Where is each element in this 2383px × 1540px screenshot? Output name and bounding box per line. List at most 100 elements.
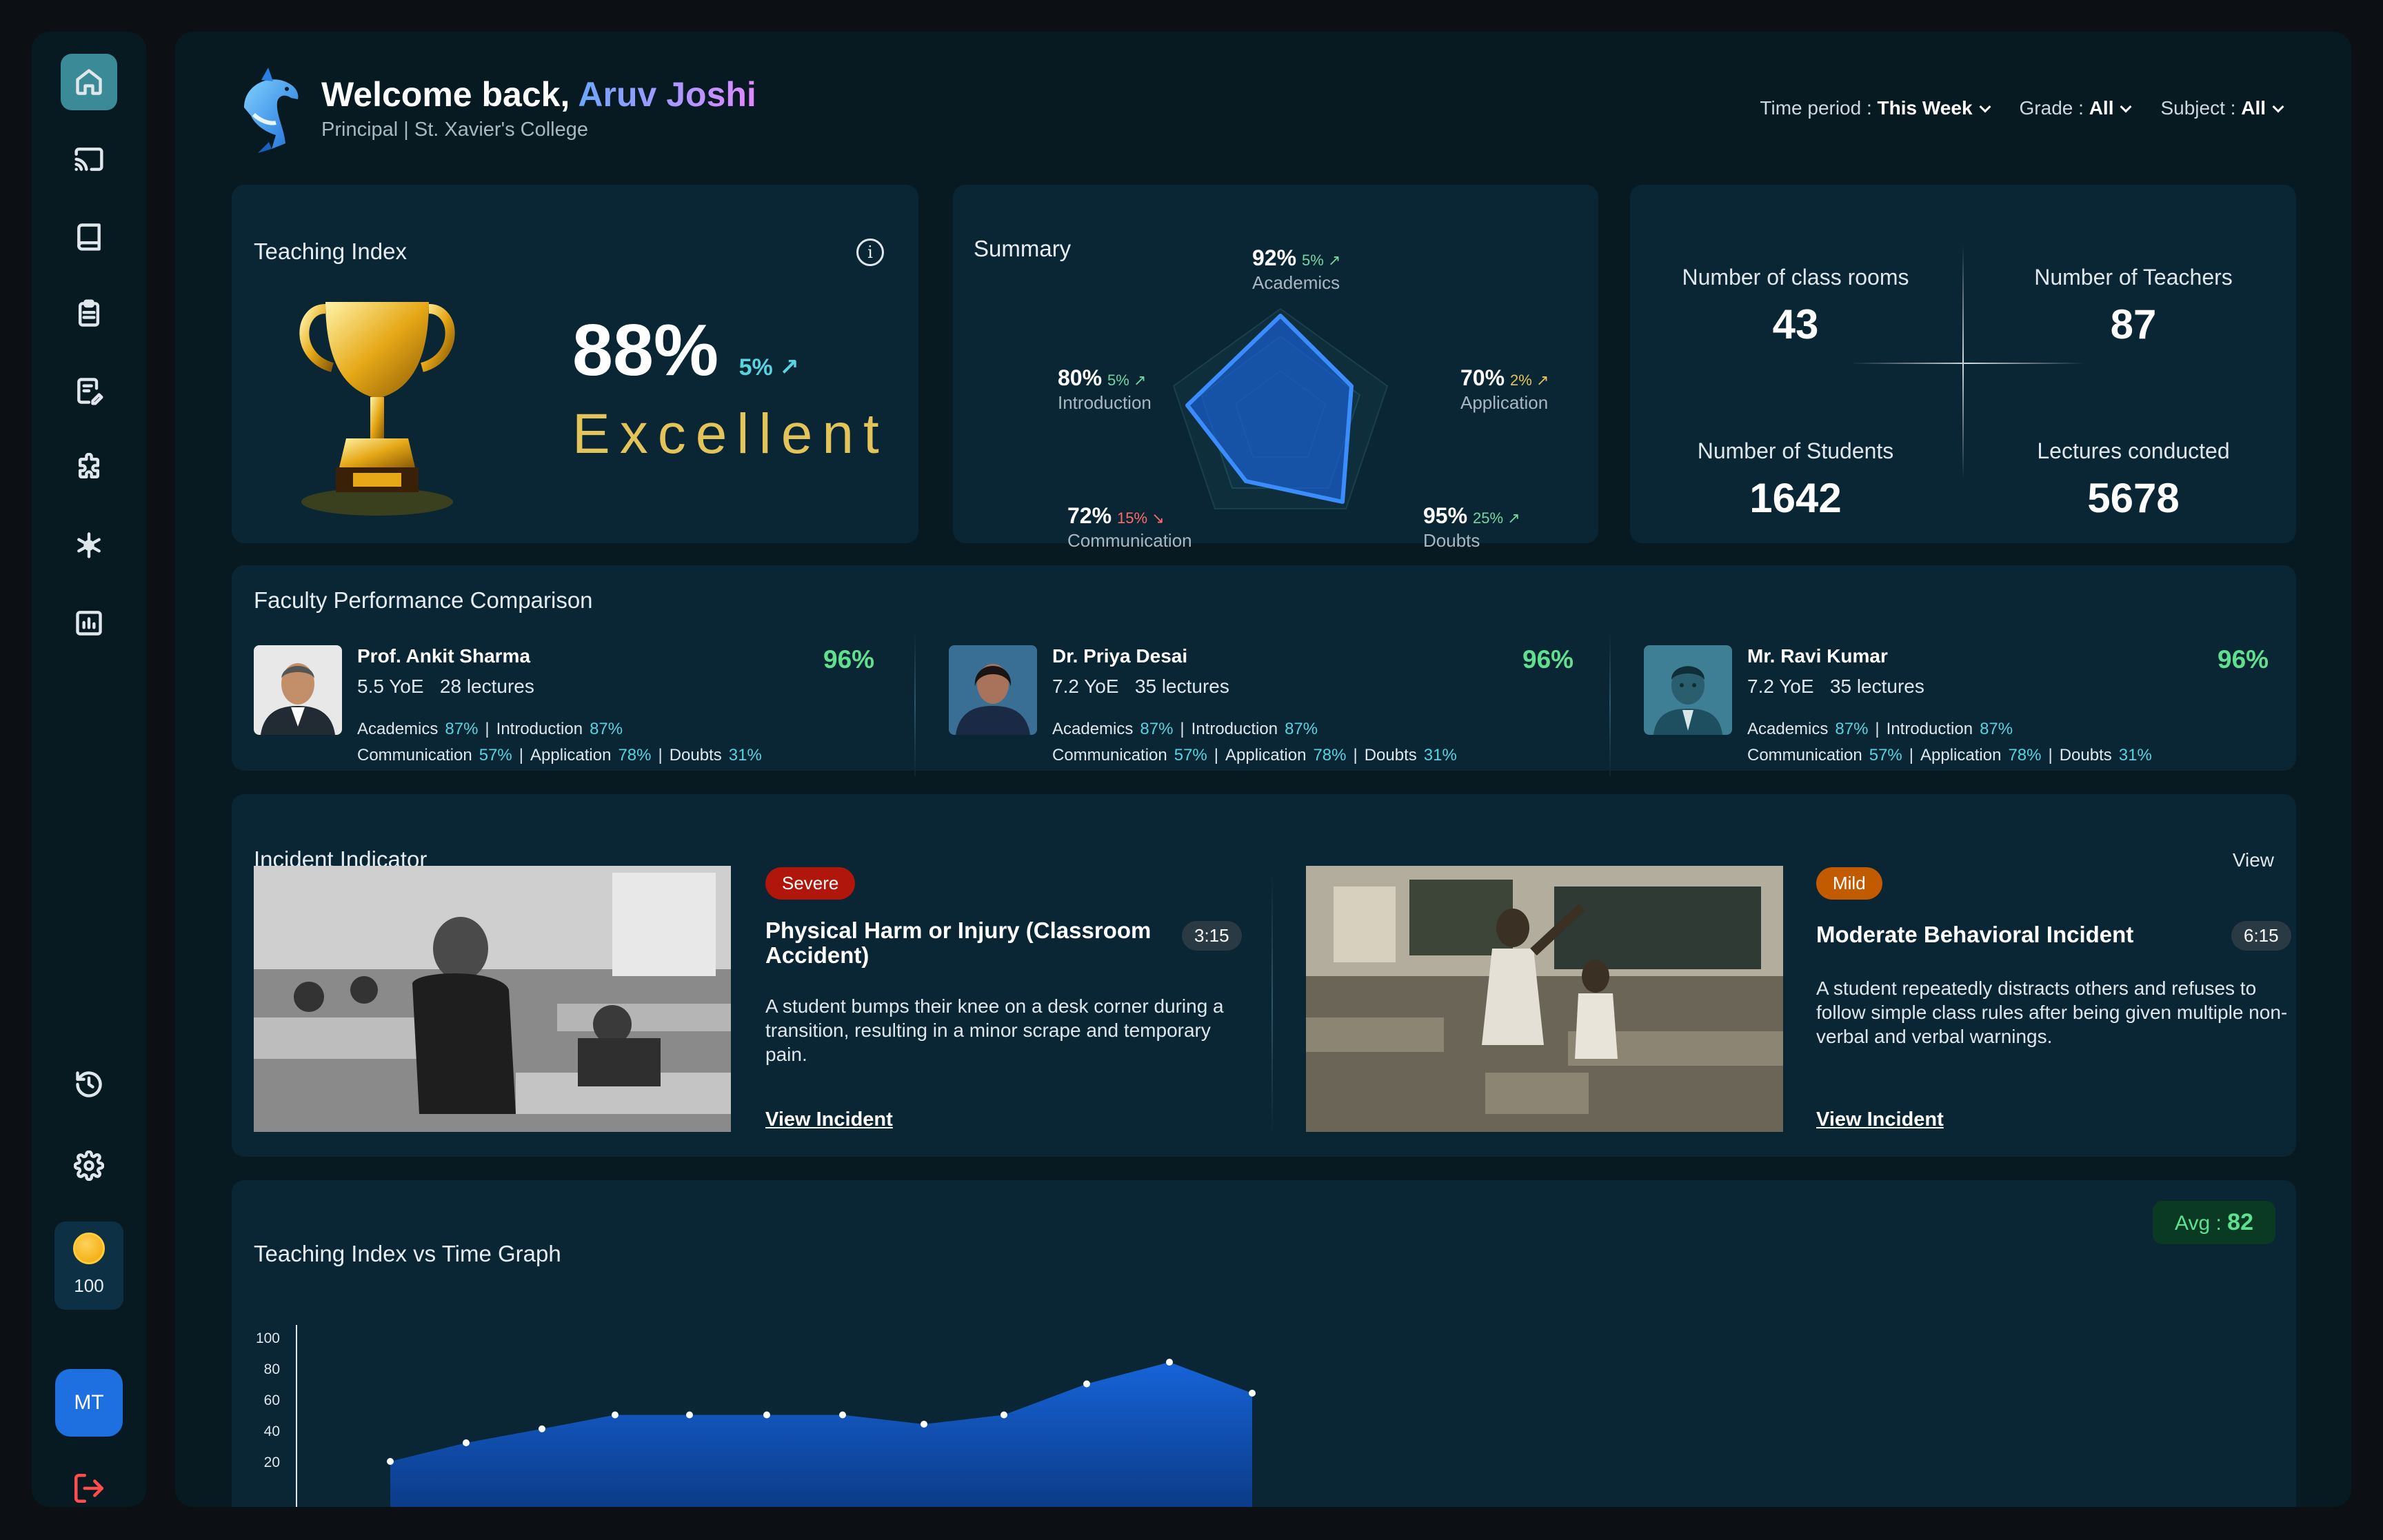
- filter-subject[interactable]: Subject : All: [2160, 97, 2284, 119]
- data-point[interactable]: [686, 1411, 693, 1419]
- faculty-stats-row-2: Communication 57% | Application 78% | Doubts 31…: [1052, 746, 1457, 764]
- asterisk-icon: [77, 532, 101, 558]
- filter-label: Subject :: [2160, 97, 2236, 119]
- home-icon: [76, 69, 102, 95]
- metric-delta: 5% ↗: [1107, 372, 1147, 389]
- filter-bar: Time period : This Week Grade : All Subj…: [1760, 97, 2284, 119]
- divider: [914, 631, 916, 776]
- stat-label: Lectures conducted: [2037, 438, 2230, 463]
- user-avatar[interactable]: MT: [55, 1369, 123, 1437]
- faculty-stats-row-1: Academics 87% | Introduction 87%: [357, 720, 623, 738]
- stat-value: 57%: [1174, 746, 1207, 764]
- faculty-item[interactable]: Mr. Ravi Kumar 7.2 YoE 35 lectures Acade…: [1644, 645, 2269, 769]
- metric-name: Doubts: [1423, 530, 1480, 551]
- data-point[interactable]: [839, 1411, 846, 1419]
- metric-name: Academics: [1252, 272, 1340, 293]
- view-incident-link[interactable]: View Incident: [1816, 1108, 1944, 1131]
- data-point[interactable]: [1166, 1359, 1173, 1366]
- stats-divider-horizontal: [1851, 363, 2085, 364]
- severity-badge: Mild: [1816, 867, 1882, 900]
- logout-icon[interactable]: [72, 1471, 106, 1506]
- exam-icon: [77, 378, 103, 405]
- filter-value: All: [2241, 97, 2266, 119]
- y-tick-label: 80: [264, 1361, 280, 1377]
- data-point[interactable]: [463, 1439, 470, 1446]
- faculty-stats-row-2: Communication 57% | Application 78% | Doubts 31…: [1747, 746, 2152, 764]
- metric-delta: 5% ↗: [1302, 252, 1341, 269]
- nav-home[interactable]: [61, 54, 117, 110]
- nav-ai[interactable]: [61, 517, 117, 574]
- teaching-index-value: 88% 5% ↗: [572, 309, 799, 392]
- filter-label: Grade :: [2019, 97, 2084, 119]
- nav-puzzle[interactable]: [61, 440, 117, 496]
- avatar-initials: MT: [74, 1391, 104, 1414]
- faculty-item[interactable]: Prof. Ankit Sharma 5.5 YoE 28 lectures A…: [254, 645, 874, 769]
- incident-image[interactable]: [254, 866, 731, 1132]
- change-value: 5%: [738, 354, 773, 381]
- stat-value: 87%: [1285, 720, 1318, 738]
- data-point[interactable]: [1249, 1390, 1256, 1397]
- nav-exam[interactable]: [61, 363, 117, 419]
- stat-value: 78%: [618, 746, 652, 764]
- incident-image[interactable]: [1306, 866, 1783, 1132]
- data-point[interactable]: [539, 1425, 545, 1432]
- stat-label: Number of Teachers: [2034, 265, 2233, 290]
- view-all-link[interactable]: View: [2232, 849, 2274, 871]
- chevron-down-icon: [1979, 101, 1991, 113]
- welcome-prefix: Welcome back,: [321, 75, 570, 114]
- filter-label: Time period :: [1760, 97, 1872, 119]
- nav-history[interactable]: [61, 1056, 117, 1113]
- metric-name: Introduction: [1058, 392, 1152, 413]
- stat-label: Doubts: [2059, 746, 2112, 764]
- cast-icon: [74, 148, 103, 171]
- stat-label: Introduction: [1886, 720, 1973, 738]
- nav-cast[interactable]: [61, 131, 117, 188]
- teaching-index-rating: Excellent: [572, 403, 889, 465]
- filter-value: All: [2089, 97, 2114, 119]
- stat-label: Application: [1920, 746, 2002, 764]
- nav-clipboard[interactable]: [61, 285, 117, 342]
- card-title: Summary: [974, 236, 1072, 261]
- metric-communication: 72% 15% ↘ Communication: [1067, 503, 1192, 551]
- average-badge: Avg : 82: [2153, 1201, 2275, 1244]
- stats-card: Number of class rooms 43 Number of Teach…: [1630, 185, 2296, 543]
- incident-duration: 3:15: [1182, 921, 1242, 951]
- stat-value: 87%: [590, 720, 623, 738]
- faculty-score: 96%: [2218, 645, 2269, 673]
- incident-description: A student repeatedly distracts others an…: [1816, 977, 2288, 1047]
- view-incident-link[interactable]: View Incident: [765, 1108, 893, 1131]
- index-change: 5% ↗: [739, 354, 799, 381]
- data-point[interactable]: [921, 1421, 927, 1428]
- data-point[interactable]: [1083, 1380, 1090, 1388]
- nav-report[interactable]: [61, 594, 117, 651]
- data-point[interactable]: [763, 1411, 770, 1419]
- data-point[interactable]: [1001, 1411, 1007, 1419]
- filter-time-period[interactable]: Time period : This Week: [1760, 97, 1991, 119]
- dolphin-logo-icon: [244, 68, 299, 153]
- faculty-yoe: 7.2 YoE: [1747, 676, 1814, 697]
- filter-grade[interactable]: Grade : All: [2019, 97, 2132, 119]
- coin-balance[interactable]: 100: [54, 1222, 123, 1310]
- faculty-name: Mr. Ravi Kumar: [1747, 645, 1888, 667]
- faculty-name: Prof. Ankit Sharma: [357, 645, 531, 667]
- nav-book[interactable]: [61, 208, 117, 265]
- info-icon[interactable]: i: [856, 239, 884, 266]
- faculty-item[interactable]: Dr. Priya Desai 7.2 YoE 35 lectures Acad…: [949, 645, 1573, 769]
- stat-label: Doubts: [669, 746, 722, 764]
- faculty-score: 96%: [823, 645, 875, 673]
- nav-settings[interactable]: [61, 1137, 117, 1194]
- faculty-meta: 5.5 YoE 28 lectures: [357, 676, 534, 698]
- stat-value: 78%: [2008, 746, 2042, 764]
- faculty-photo: [949, 645, 1037, 735]
- metric-doubts: 95% 25% ↗ Doubts: [1423, 503, 1520, 551]
- stat-value: 87: [2110, 301, 2157, 347]
- divider: [1609, 631, 1611, 776]
- incident-duration: 6:15: [2231, 921, 2291, 951]
- welcome-heading: Welcome back, Aruv Joshi: [321, 74, 756, 114]
- data-point[interactable]: [387, 1458, 394, 1465]
- stat-value: 43: [1772, 301, 1819, 347]
- data-point[interactable]: [612, 1411, 619, 1419]
- stat-label: Academics: [1052, 720, 1134, 738]
- incident-description: A student bumps their knee on a desk cor…: [765, 995, 1224, 1065]
